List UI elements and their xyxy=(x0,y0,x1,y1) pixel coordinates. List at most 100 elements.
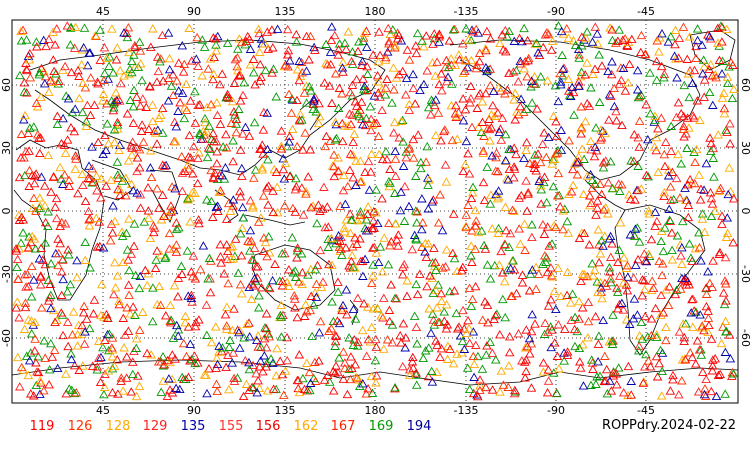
observation-triangle xyxy=(80,82,91,92)
observation-triangle xyxy=(574,53,584,62)
observation-triangle xyxy=(145,163,156,172)
observation-triangle xyxy=(78,307,89,317)
observation-triangle xyxy=(40,181,50,190)
observation-triangle xyxy=(263,328,274,338)
observation-triangle xyxy=(222,38,233,47)
observation-triangle xyxy=(540,30,551,39)
observation-triangle xyxy=(315,206,325,215)
observation-triangle xyxy=(572,157,582,167)
observation-triangle xyxy=(98,149,108,159)
observation-triangle xyxy=(325,136,335,145)
observation-triangle xyxy=(357,256,368,265)
observation-triangle xyxy=(126,387,137,396)
observation-triangle xyxy=(318,204,328,213)
observation-triangle xyxy=(657,366,667,376)
observation-triangle xyxy=(404,105,415,114)
observation-triangle xyxy=(546,263,556,272)
observation-triangle xyxy=(130,40,140,50)
observation-triangle xyxy=(337,63,348,72)
observation-triangle xyxy=(56,174,67,183)
observation-triangle xyxy=(412,289,423,299)
observation-triangle xyxy=(543,327,553,336)
observation-triangle xyxy=(67,330,78,339)
observation-triangle xyxy=(24,242,34,252)
observation-triangle xyxy=(235,191,246,201)
observation-triangle xyxy=(16,153,26,162)
observation-triangle xyxy=(354,111,364,121)
observation-triangle xyxy=(31,98,42,107)
observation-triangle xyxy=(361,225,372,235)
observation-triangle xyxy=(570,341,580,351)
observation-triangle xyxy=(129,85,139,94)
top-lon-label: -45 xyxy=(637,5,655,18)
observation-triangle xyxy=(496,246,506,256)
observation-triangle xyxy=(98,243,109,252)
observation-triangle xyxy=(161,310,171,320)
observation-triangle xyxy=(78,180,88,190)
observation-triangle xyxy=(228,156,238,166)
observation-triangle xyxy=(361,389,372,398)
observation-triangle xyxy=(405,364,415,374)
observation-triangle xyxy=(511,288,522,298)
observation-triangle xyxy=(576,276,586,285)
observation-triangle xyxy=(255,76,265,85)
observation-triangle xyxy=(719,88,729,97)
observation-triangle xyxy=(408,83,419,93)
observation-triangle xyxy=(202,195,212,204)
observation-triangle xyxy=(191,317,201,327)
observation-triangle xyxy=(521,325,532,334)
observation-triangle xyxy=(708,100,718,109)
observation-triangle xyxy=(373,77,383,86)
observation-triangle xyxy=(357,60,367,69)
observation-triangle xyxy=(585,136,596,145)
observation-triangle xyxy=(552,388,562,398)
observation-triangle xyxy=(241,36,251,46)
observation-triangle xyxy=(27,170,37,179)
observation-triangle xyxy=(303,172,313,181)
observation-triangle xyxy=(559,348,569,357)
observation-triangle xyxy=(632,223,643,232)
observation-triangle xyxy=(285,56,295,65)
observation-triangle xyxy=(62,21,73,30)
observation-triangle xyxy=(655,33,665,42)
top-lon-label: -135 xyxy=(454,5,479,18)
observation-triangle xyxy=(580,116,591,126)
observation-triangle xyxy=(171,247,182,256)
observation-triangle xyxy=(197,35,208,44)
observation-triangle xyxy=(38,35,49,44)
observation-triangle xyxy=(566,315,577,325)
observation-triangle xyxy=(639,284,650,294)
observation-triangle xyxy=(678,319,688,328)
observation-triangle xyxy=(607,57,617,66)
observation-triangle xyxy=(634,142,645,151)
observation-triangle xyxy=(514,224,524,233)
observation-triangle xyxy=(608,310,618,319)
observation-triangle xyxy=(46,338,56,348)
observation-triangle xyxy=(578,189,589,199)
observation-triangle xyxy=(294,350,305,359)
observation-triangle xyxy=(26,292,37,301)
observation-triangle xyxy=(299,311,310,320)
observation-triangle xyxy=(44,379,54,389)
right-lat-label: 0 xyxy=(739,208,750,215)
observation-triangle xyxy=(713,38,723,47)
observation-triangle xyxy=(276,332,287,341)
observation-triangle xyxy=(276,144,287,153)
observation-triangle xyxy=(371,334,381,344)
observation-triangle xyxy=(694,227,704,237)
observation-triangle xyxy=(431,130,441,140)
observation-triangle xyxy=(310,376,321,385)
observation-triangle xyxy=(504,68,515,77)
observation-triangle xyxy=(126,249,137,258)
observation-triangle xyxy=(467,122,477,131)
observation-triangle xyxy=(260,323,270,332)
observation-triangle xyxy=(356,176,367,185)
observation-triangle xyxy=(479,240,489,250)
observation-triangle xyxy=(439,307,449,316)
observation-triangle xyxy=(416,157,426,167)
observation-triangle xyxy=(150,128,161,137)
observation-triangle xyxy=(703,266,713,276)
observation-triangle xyxy=(494,127,505,136)
observation-triangle xyxy=(70,151,81,160)
observation-triangle xyxy=(343,181,353,191)
